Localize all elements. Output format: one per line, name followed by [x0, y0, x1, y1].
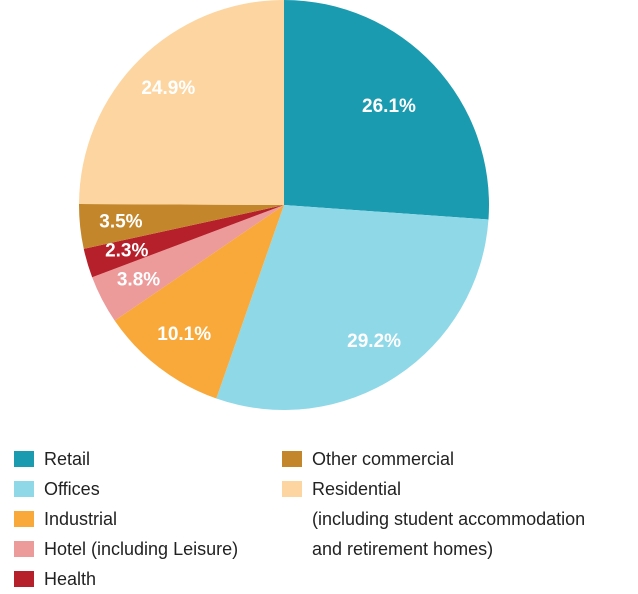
- pie-slice: [284, 0, 489, 220]
- pie-slice: [79, 204, 284, 249]
- legend-label: Hotel (including Leisure): [44, 539, 239, 559]
- data-label: 2.3%: [105, 241, 148, 262]
- legend-item: Residential (including student accommoda…: [282, 474, 585, 564]
- pie-slice: [92, 205, 284, 321]
- data-label: 24.9%: [141, 78, 195, 99]
- legend-label: Retail: [44, 449, 91, 469]
- legend-swatch: [14, 481, 34, 497]
- legend-item: Health: [14, 564, 96, 594]
- legend-label: Other commercial: [312, 449, 455, 469]
- pie-slice: [83, 205, 285, 278]
- legend-item: Offices: [14, 474, 100, 504]
- pie-slice: [114, 205, 284, 399]
- legend-swatch: [14, 511, 34, 527]
- legend-item: Hotel (including Leisure): [14, 534, 238, 564]
- legend-item: Retail: [14, 444, 90, 474]
- legend-label: Health: [44, 569, 97, 589]
- chart: 26.1% 29.2% 10.1% 3.8% 2.3% 3.5% 24.9%: [79, 0, 489, 410]
- legend-swatch: [14, 541, 34, 557]
- legend-swatch: [14, 571, 34, 587]
- legend-swatch: [282, 451, 302, 467]
- legend-item: Other commercial: [282, 444, 454, 474]
- legend-label: Residential (including student accommoda…: [312, 479, 586, 559]
- pie-slice: [79, 0, 284, 205]
- data-label: 29.2%: [347, 331, 401, 352]
- data-label: 10.1%: [157, 324, 211, 345]
- legend-label: Industrial: [44, 509, 118, 529]
- legend-swatch: [14, 451, 34, 467]
- legend-label: Offices: [44, 479, 100, 499]
- legend-swatch: [282, 481, 302, 497]
- data-label: 3.8%: [117, 270, 160, 291]
- data-label: 3.5%: [99, 211, 142, 232]
- pie-slice: [216, 205, 489, 410]
- data-label: 26.1%: [362, 96, 416, 117]
- legend-item: Industrial: [14, 504, 117, 534]
